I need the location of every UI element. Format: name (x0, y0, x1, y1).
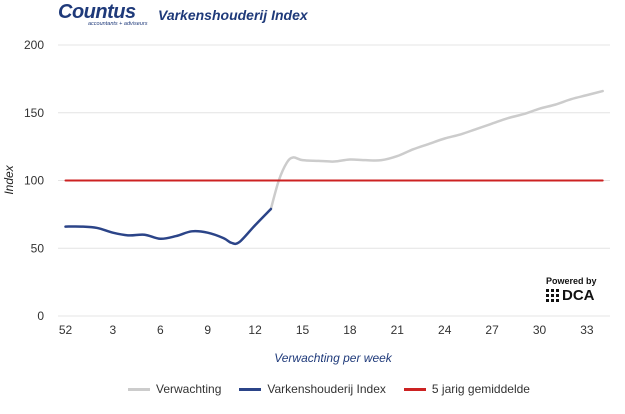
legend-swatch (403, 387, 426, 391)
y-tick-label: 150 (24, 106, 44, 120)
x-tick-label: 18 (343, 323, 357, 337)
countus-logo: Countus accountants + adviseurs (58, 1, 148, 27)
x-tick-label: 3 (110, 323, 117, 337)
y-tick-label: 100 (24, 174, 44, 188)
series-line-verwachting (269, 89, 604, 211)
x-tick-label: 12 (248, 323, 262, 337)
legend-swatch (128, 387, 150, 391)
x-tick-label: 27 (485, 323, 499, 337)
series-line-varkenshouderij-index (64, 207, 273, 246)
x-tick-label: 52 (59, 323, 73, 337)
legend-item[interactable]: Verwachting (128, 382, 221, 396)
x-tick-label: 30 (533, 323, 547, 337)
legend-item[interactable]: Varkenshouderij Index (239, 382, 386, 396)
x-tick-label: 24 (438, 323, 452, 337)
powered-by-badge: Powered by DCA (546, 276, 606, 303)
powered-by-label: Powered by (546, 276, 597, 286)
y-axis-title: Index (2, 164, 16, 194)
dca-logo: DCA (546, 288, 606, 303)
x-axis-title: Verwachting per week (274, 351, 393, 365)
x-tick-label: 9 (204, 323, 211, 337)
legend-swatch (239, 387, 262, 391)
logo-text: Countus (58, 1, 136, 23)
x-tick-label: 21 (391, 323, 405, 337)
dca-grid-icon (546, 289, 559, 302)
y-tick-label: 0 (37, 309, 44, 323)
legend-label: Verwachting (156, 382, 222, 396)
logo-tagline: accountants + adviseurs (88, 21, 148, 27)
legend-label: 5 jarig gemiddelde (431, 382, 530, 396)
x-tick-label: 6 (157, 323, 164, 337)
chart-legend: Verwachting Varkenshouderij Index 5 jarig … (128, 379, 548, 399)
legend-label: Varkenshouderij Index (267, 382, 386, 396)
x-tick-label: 33 (580, 323, 594, 337)
x-tick-label: 15 (296, 323, 310, 337)
y-tick-label: 50 (31, 241, 45, 255)
y-tick-label: 200 (24, 38, 44, 52)
legend-item[interactable]: 5 jarig gemiddelde (403, 382, 530, 396)
dca-brand: DCA (562, 287, 595, 304)
chart-title: Varkenshouderij Index (158, 7, 308, 23)
